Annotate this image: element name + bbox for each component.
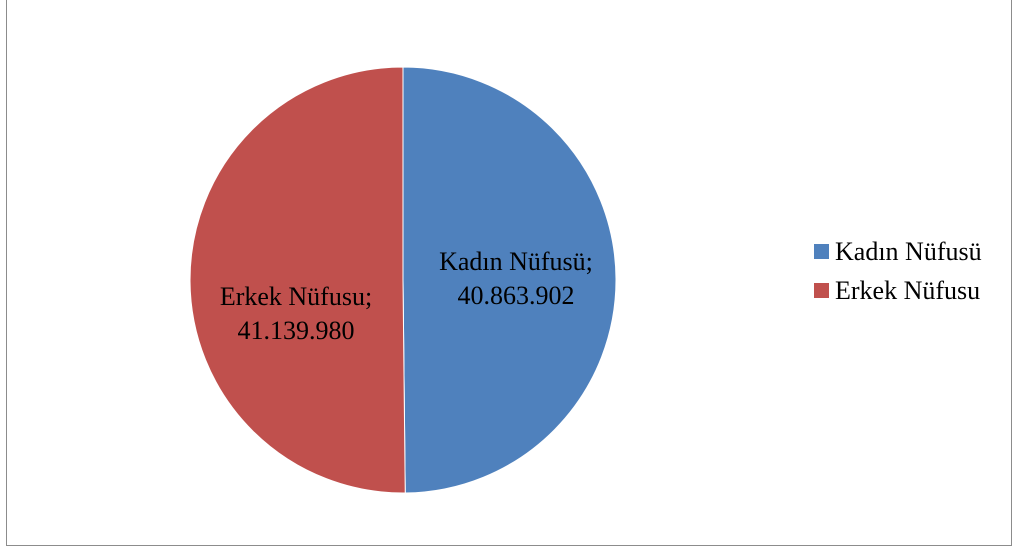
pie-slice-kadin — [402, 66, 617, 494]
chart-border — [6, 0, 1012, 546]
data-label-name-erkek: Erkek Nüfusu; — [220, 282, 372, 311]
pie-slice-erkek — [189, 66, 406, 494]
legend-item-kadin: Kadın Nüfusü — [814, 232, 982, 271]
data-label-value-erkek: 41.139.980 — [238, 316, 355, 345]
legend-label-erkek: Erkek Nüfusu — [835, 275, 981, 305]
legend: Kadın Nüfusü Erkek Nüfusu — [814, 232, 982, 310]
legend-swatch-kadin — [814, 244, 829, 259]
legend-item-erkek: Erkek Nüfusu — [814, 271, 982, 310]
data-label-name-kadin: Kadın Nüfusü; — [439, 247, 593, 276]
legend-swatch-erkek — [814, 283, 829, 298]
legend-label-kadin: Kadın Nüfusü — [835, 236, 982, 266]
data-label-value-kadin: 40.863.902 — [458, 281, 575, 310]
